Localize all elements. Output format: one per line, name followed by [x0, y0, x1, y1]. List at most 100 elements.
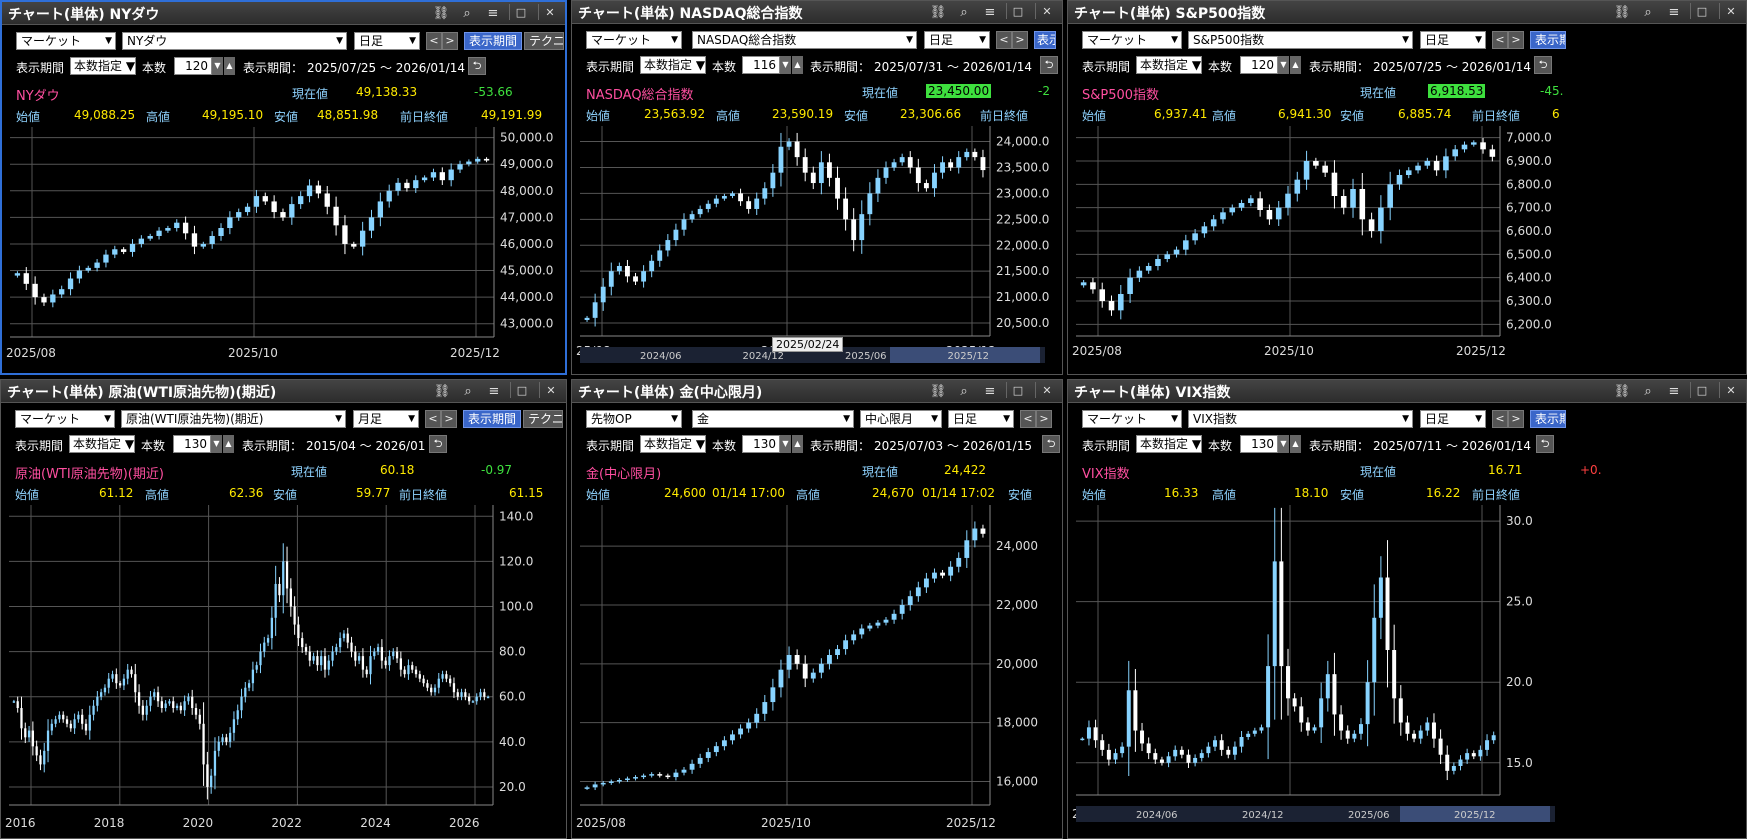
- next-button[interactable]: >: [1012, 31, 1028, 49]
- menu-icon[interactable]: ≡: [487, 5, 499, 21]
- close-icon[interactable]: ✕: [1035, 3, 1058, 19]
- maximize-icon[interactable]: □: [510, 382, 533, 398]
- price-chart[interactable]: 30.025.020.015.02025/082025/102025/12202…: [1068, 505, 1746, 837]
- menu-icon[interactable]: ≡: [1668, 4, 1680, 20]
- period-mode-select[interactable]: 本数指定 ▼: [70, 57, 136, 75]
- symbol-select[interactable]: VIX指数 ▼: [1188, 410, 1413, 428]
- prev-button[interactable]: <: [1492, 410, 1508, 428]
- maximize-icon[interactable]: □: [1690, 3, 1713, 19]
- next-button[interactable]: >: [442, 32, 458, 50]
- symbol-select[interactable]: 金 ▼: [692, 410, 854, 428]
- count-up-button[interactable]: ▲: [792, 56, 803, 74]
- close-icon[interactable]: ✕: [1035, 382, 1058, 398]
- period-mode-select[interactable]: 本数指定 ▼: [640, 435, 706, 453]
- market-select[interactable]: マーケット ▼: [15, 410, 115, 428]
- next-button[interactable]: >: [1508, 410, 1524, 428]
- refresh-icon[interactable]: ⮌: [429, 435, 447, 453]
- count-up-button[interactable]: ▲: [224, 57, 235, 75]
- count-up-button[interactable]: ▲: [1290, 56, 1301, 74]
- menu-icon[interactable]: ≡: [488, 383, 500, 399]
- search-icon[interactable]: ⌕: [960, 383, 968, 399]
- count-up-button[interactable]: ▲: [223, 435, 234, 453]
- maximize-icon[interactable]: □: [1006, 3, 1029, 19]
- close-icon[interactable]: ✕: [1719, 3, 1742, 19]
- price-chart[interactable]: 7,000.0 6,900.0 6,800.0 6,700.0 6,600.0 6,500…: [1068, 126, 1746, 371]
- panel-titlebar[interactable]: チャート(単体) S&P500指数 ⛓ ⌕ ≡ □ ✕: [1068, 1, 1746, 24]
- menu-icon[interactable]: ≡: [1668, 383, 1680, 399]
- market-select[interactable]: マーケット ▼: [1082, 410, 1182, 428]
- navigator-window[interactable]: [890, 347, 1040, 363]
- price-chart[interactable]: 140.0 120.0 100.0 80.0 60.0 40.0 20.0 2016 2018 2…: [1, 505, 564, 837]
- refresh-icon[interactable]: ⮌: [1534, 56, 1552, 74]
- refresh-icon[interactable]: ⮌: [468, 57, 486, 75]
- count-input[interactable]: 130: [1240, 435, 1278, 453]
- frequency-select[interactable]: 日足 ▼: [924, 31, 990, 49]
- link-icon[interactable]: ⛓: [929, 383, 947, 399]
- frequency-select[interactable]: 日足 ▼: [354, 32, 420, 50]
- price-chart[interactable]: 24,000 22,000 20,000 18,000 16,000 2025/08 202…: [572, 505, 1062, 837]
- navigator-window[interactable]: [1400, 806, 1550, 822]
- technical-button[interactable]: テクニ: [524, 32, 564, 50]
- market-select[interactable]: マーケット ▼: [16, 32, 116, 50]
- show-period-button[interactable]: 表示期間: [1530, 410, 1566, 428]
- menu-icon[interactable]: ≡: [984, 4, 996, 20]
- show-period-button[interactable]: 表示期間: [1034, 31, 1056, 49]
- count-input[interactable]: 120: [1240, 56, 1278, 74]
- market-select[interactable]: マーケット ▼: [1082, 31, 1182, 49]
- symbol-select[interactable]: NYダウ ▼: [122, 32, 347, 50]
- panel-titlebar[interactable]: チャート(単体) 金(中心限月) ⛓ ⌕ ≡ □ ✕: [572, 380, 1062, 403]
- period-mode-select[interactable]: 本数指定 ▼: [69, 435, 135, 453]
- next-button[interactable]: >: [1036, 410, 1052, 428]
- close-icon[interactable]: ✕: [538, 4, 561, 20]
- technical-button[interactable]: テクニ: [523, 410, 563, 428]
- link-icon[interactable]: ⛓: [1613, 383, 1631, 399]
- close-icon[interactable]: ✕: [1719, 382, 1742, 398]
- price-chart[interactable]: 24,000.0 23,500.0 23,000.0 22,500.0 22,000.0…: [572, 126, 1062, 374]
- count-down-button[interactable]: ▼: [1278, 56, 1289, 74]
- close-icon[interactable]: ✕: [539, 382, 562, 398]
- frequency-select[interactable]: 月足 ▼: [353, 410, 419, 428]
- count-down-button[interactable]: ▼: [211, 435, 222, 453]
- count-down-button[interactable]: ▼: [780, 435, 791, 453]
- search-icon[interactable]: ⌕: [464, 383, 472, 399]
- link-icon[interactable]: ⛓: [929, 4, 947, 20]
- price-chart[interactable]: 50,000.0 49,000.0 48,000.0 47,000.0 46,000.0…: [2, 127, 565, 372]
- frequency-select[interactable]: 日足 ▼: [948, 410, 1014, 428]
- market-select[interactable]: マーケット ▼: [586, 31, 682, 49]
- symbol-select[interactable]: 原油(WTI原油先物)(期近) ▼: [121, 410, 346, 428]
- show-period-button[interactable]: 表示期間: [463, 410, 522, 428]
- panel-titlebar[interactable]: チャート(単体) NASDAQ総合指数 ⛓ ⌕ ≡ □ ✕: [572, 1, 1062, 24]
- count-up-button[interactable]: ▲: [1290, 435, 1301, 453]
- maximize-icon[interactable]: □: [509, 4, 532, 20]
- frequency-select[interactable]: 日足 ▼: [1420, 31, 1486, 49]
- link-icon[interactable]: ⛓: [433, 383, 451, 399]
- search-icon[interactable]: ⌕: [463, 5, 471, 21]
- link-icon[interactable]: ⛓: [432, 5, 450, 21]
- show-period-button[interactable]: 表示期間: [1530, 31, 1566, 49]
- maximize-icon[interactable]: □: [1006, 382, 1029, 398]
- period-mode-select[interactable]: 本数指定 ▼: [1136, 435, 1202, 453]
- count-down-button[interactable]: ▼: [212, 57, 223, 75]
- panel-titlebar[interactable]: チャート(単体) 原油(WTI原油先物)(期近) ⛓ ⌕ ≡ □ ✕: [1, 380, 566, 403]
- search-icon[interactable]: ⌕: [960, 4, 968, 20]
- link-icon[interactable]: ⛓: [1613, 4, 1631, 20]
- show-period-button[interactable]: 表示期間: [464, 32, 523, 50]
- symbol-select[interactable]: NASDAQ総合指数 ▼: [692, 31, 917, 49]
- period-mode-select[interactable]: 本数指定 ▼: [1136, 56, 1202, 74]
- count-input[interactable]: 130: [742, 435, 780, 453]
- next-button[interactable]: >: [1508, 31, 1524, 49]
- menu-icon[interactable]: ≡: [984, 383, 996, 399]
- count-down-button[interactable]: ▼: [1278, 435, 1289, 453]
- prev-button[interactable]: <: [426, 32, 442, 50]
- refresh-icon[interactable]: ⮌: [1040, 56, 1058, 74]
- prev-button[interactable]: <: [425, 410, 441, 428]
- count-input[interactable]: 130: [173, 435, 211, 453]
- maximize-icon[interactable]: □: [1690, 382, 1713, 398]
- prev-button[interactable]: <: [1492, 31, 1508, 49]
- count-input[interactable]: 116: [742, 56, 780, 74]
- prev-button[interactable]: <: [1020, 410, 1036, 428]
- contract-select[interactable]: 中心限月 ▼: [860, 410, 942, 428]
- count-up-button[interactable]: ▲: [792, 435, 803, 453]
- period-mode-select[interactable]: 本数指定 ▼: [640, 56, 706, 74]
- refresh-icon[interactable]: ⮌: [1536, 435, 1554, 453]
